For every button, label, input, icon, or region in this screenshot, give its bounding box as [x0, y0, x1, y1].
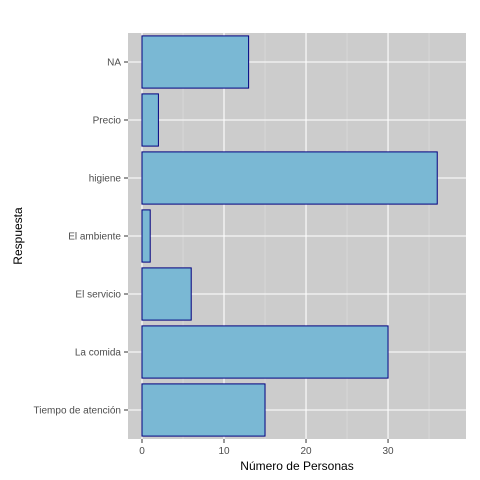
y-tick-label: El servicio	[75, 290, 121, 301]
bar	[141, 383, 266, 437]
x-axis-title: Número de Personas	[240, 459, 353, 473]
bar	[141, 93, 159, 147]
x-tick-label: 20	[300, 446, 312, 457]
y-tick-label: La comida	[75, 348, 122, 359]
bar	[141, 209, 151, 263]
bar	[141, 35, 250, 89]
x-tick-label: 0	[139, 446, 145, 457]
bar	[141, 151, 438, 205]
bars	[141, 35, 438, 437]
x-tick-label: 10	[218, 446, 230, 457]
y-axis-title: Respuesta	[11, 207, 25, 265]
y-tick-label: Precio	[93, 116, 122, 127]
y-tick-label: Tiempo de atención	[34, 406, 121, 417]
y-tick-label: higiene	[89, 174, 122, 185]
y-tick-label: NA	[107, 58, 121, 69]
x-tick-label: 30	[382, 446, 394, 457]
y-axis: Tiempo de atención La comida El servicio El…	[34, 58, 128, 417]
bar	[141, 267, 192, 321]
bar	[141, 325, 389, 379]
y-tick-label: El ambiente	[68, 232, 121, 243]
x-axis: 0 10 20 30	[139, 439, 394, 457]
